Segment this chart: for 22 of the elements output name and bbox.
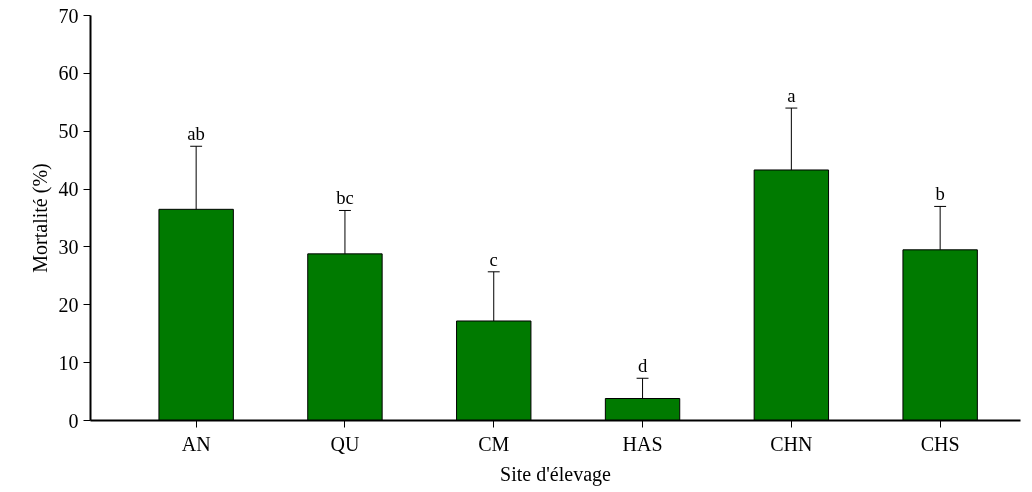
x-tick-label: AN xyxy=(181,432,211,455)
x-tick-label: CHN xyxy=(770,432,813,455)
y-tick-label: 70 xyxy=(58,4,79,27)
annotation: b xyxy=(935,183,945,205)
y-tick-label: 30 xyxy=(58,235,79,258)
y-tick-label: 20 xyxy=(58,293,79,316)
annotation: bc xyxy=(336,187,354,209)
x-tick-label: CHS xyxy=(920,432,960,455)
annotation: a xyxy=(787,85,797,107)
y-tick-label: 60 xyxy=(58,62,79,85)
x-tick-label: CM xyxy=(478,432,510,455)
y-tick-label: 0 xyxy=(68,409,79,432)
y-axis-title: Mortalité (%) xyxy=(28,163,52,273)
x-axis-title: Site d'élevage xyxy=(500,462,612,486)
y-tick-label: 10 xyxy=(58,351,79,374)
y-tick-label: 50 xyxy=(58,120,79,143)
annotation: ab xyxy=(187,123,205,145)
annotation: d xyxy=(637,355,648,377)
annotation: c xyxy=(489,248,498,270)
y-tick-label: 40 xyxy=(58,178,79,201)
x-tick-label: HAS xyxy=(622,432,663,455)
x-tick-label: QU xyxy=(330,432,360,455)
